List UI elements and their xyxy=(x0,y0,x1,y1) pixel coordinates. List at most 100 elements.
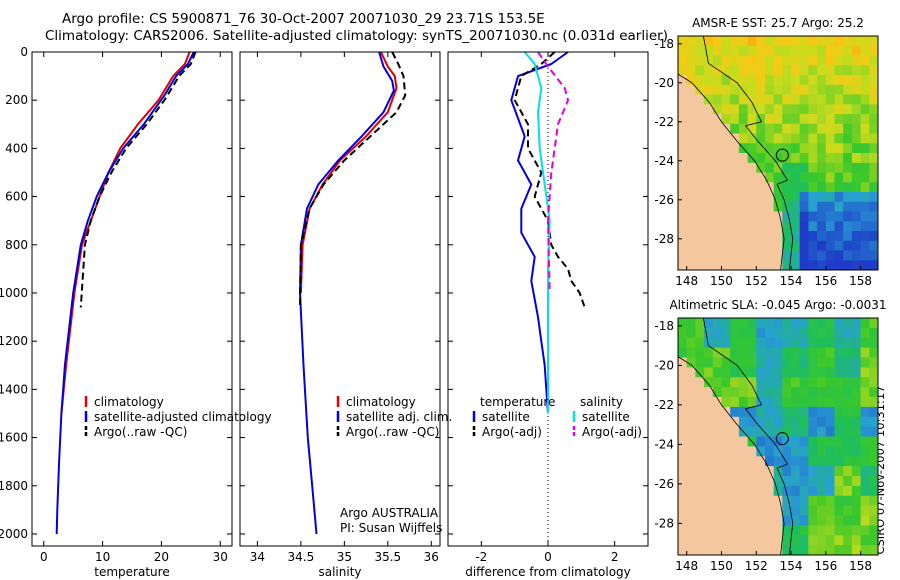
data-cell xyxy=(765,36,775,47)
data-cell xyxy=(808,476,818,487)
land-cell xyxy=(765,221,775,232)
data-cell xyxy=(799,426,809,438)
data-cell xyxy=(808,436,818,447)
land-cell xyxy=(678,367,688,378)
land-cell xyxy=(747,495,757,507)
land-cell xyxy=(712,162,723,174)
data-cell xyxy=(860,55,870,66)
land-cell xyxy=(730,505,740,517)
data-cell xyxy=(860,337,870,349)
land-cell xyxy=(686,94,696,105)
land-cell xyxy=(756,201,766,213)
legend-heading-0: temperature xyxy=(480,395,555,409)
data-cell xyxy=(869,240,878,252)
land-cell xyxy=(695,466,705,477)
series-line-0 xyxy=(60,51,191,414)
data-cell xyxy=(860,260,870,270)
land-cell xyxy=(730,192,740,203)
land-cell xyxy=(704,143,714,154)
data-cell xyxy=(825,495,836,507)
data-cell xyxy=(808,84,818,96)
data-cell xyxy=(799,36,809,47)
series-line-2 xyxy=(523,51,551,414)
land-cell xyxy=(738,495,749,507)
map-y-tick-label: -18 xyxy=(654,37,674,51)
data-cell xyxy=(747,114,757,125)
land-cell xyxy=(678,250,688,261)
land-cell xyxy=(721,416,731,428)
land-cell xyxy=(712,192,723,203)
profile-location-marker xyxy=(775,148,789,162)
land-cell xyxy=(678,456,688,467)
land-cell xyxy=(695,172,705,183)
data-cell xyxy=(791,466,801,477)
land-cell xyxy=(686,162,696,174)
data-cell xyxy=(851,45,862,57)
data-cell xyxy=(817,114,827,125)
data-cell xyxy=(843,357,853,368)
data-cell xyxy=(843,221,853,232)
data-cell xyxy=(721,94,731,105)
land-cell xyxy=(678,406,688,418)
x-axis-label: temperature xyxy=(94,565,169,579)
data-cell xyxy=(860,485,870,497)
land-cell xyxy=(730,535,740,546)
land-cell xyxy=(678,466,688,477)
data-cell xyxy=(834,318,844,329)
data-cell xyxy=(782,357,792,368)
profile-location-marker xyxy=(775,432,789,446)
land-cell xyxy=(747,250,757,261)
land-cell xyxy=(678,123,688,135)
land-cell xyxy=(721,525,731,536)
data-cell xyxy=(799,446,809,457)
data-cell xyxy=(773,347,783,359)
data-cell xyxy=(765,84,775,96)
data-cell xyxy=(808,515,818,526)
land-cell xyxy=(704,250,714,261)
land-cell xyxy=(686,535,696,546)
land-cell xyxy=(738,456,749,467)
land-cell xyxy=(704,192,714,203)
land-cell xyxy=(678,201,688,213)
data-cell xyxy=(738,104,749,115)
data-cell xyxy=(791,153,801,164)
data-cell xyxy=(869,94,878,105)
land-cell xyxy=(678,535,688,546)
data-cell xyxy=(860,436,870,447)
land-cell xyxy=(704,397,714,408)
data-cell xyxy=(851,357,862,368)
data-cell xyxy=(773,426,783,438)
land-cell xyxy=(704,260,714,270)
data-cell xyxy=(869,104,878,115)
data-cell xyxy=(756,397,766,408)
land-cell xyxy=(678,357,688,368)
land-cell xyxy=(712,211,723,222)
data-cell xyxy=(799,406,809,418)
land-cell xyxy=(773,260,783,270)
data-cell xyxy=(756,357,766,368)
land-cell xyxy=(704,456,714,467)
data-cell xyxy=(860,456,870,467)
data-cell xyxy=(834,231,844,242)
data-cell xyxy=(843,45,853,57)
data-cell xyxy=(712,65,723,76)
data-cell xyxy=(869,172,878,183)
land-cell xyxy=(686,545,696,555)
data-cell xyxy=(712,377,723,388)
data-cell xyxy=(817,347,827,359)
data-cell xyxy=(851,446,862,457)
land-cell xyxy=(686,260,696,270)
land-cell xyxy=(695,114,705,125)
series-line-2 xyxy=(299,51,407,308)
data-cell xyxy=(738,318,749,329)
data-cell xyxy=(869,250,878,261)
land-cell xyxy=(765,192,775,203)
data-cell xyxy=(791,250,801,261)
data-cell xyxy=(817,84,827,96)
annotation-pi: PI: Susan Wijffels xyxy=(340,521,442,535)
land-cell xyxy=(686,436,696,447)
data-cell xyxy=(773,104,783,115)
data-cell xyxy=(834,535,844,546)
land-cell xyxy=(730,153,740,164)
data-cell xyxy=(747,123,757,135)
